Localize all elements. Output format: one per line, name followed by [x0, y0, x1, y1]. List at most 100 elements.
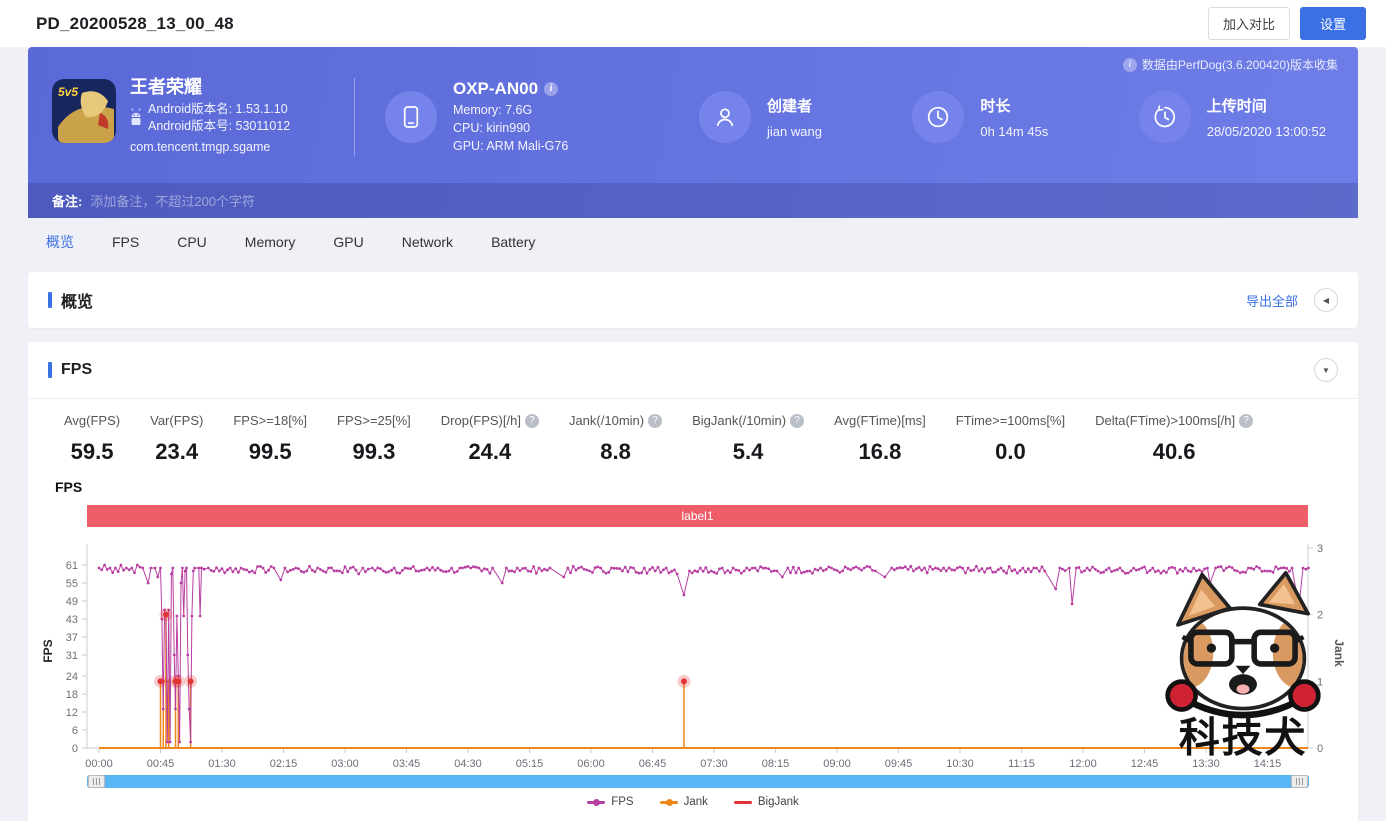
help-icon[interactable]: ? [524, 413, 539, 428]
svg-text:00:45: 00:45 [147, 758, 175, 770]
svg-text:12: 12 [66, 707, 78, 719]
tab-Network[interactable]: Network [401, 234, 454, 250]
svg-text:FPS: FPS [41, 639, 55, 662]
svg-text:43: 43 [66, 614, 78, 626]
stat-FPS>=18[%]: FPS>=18[%] 99.5 [233, 413, 307, 465]
stat-FPS>=25[%]: FPS>=25[%] 99.3 [337, 413, 411, 465]
scrollbar-handle-left[interactable] [88, 775, 105, 788]
help-icon[interactable]: ? [1239, 413, 1254, 428]
stat-value: 24.4 [468, 439, 512, 464]
svg-text:00:00: 00:00 [85, 758, 113, 770]
svg-text:37: 37 [66, 632, 78, 644]
settings-button[interactable]: 设置 [1299, 7, 1366, 40]
svg-text:09:00: 09:00 [823, 758, 851, 770]
tab-Memory[interactable]: Memory [244, 234, 296, 250]
svg-text:04:30: 04:30 [454, 758, 482, 770]
scrollbar-handle-right[interactable] [1291, 775, 1308, 788]
stat-label: Drop(FPS)[/h]? [441, 413, 539, 428]
device-info-icon[interactable]: i [544, 81, 559, 96]
svg-text:10:30: 10:30 [946, 758, 974, 770]
upload-time-block: 上传时间 28/05/2020 13:00:52 [1138, 91, 1326, 143]
help-icon[interactable]: ? [648, 413, 663, 428]
fps-section: FPS ▼ Avg(FPS) 59.5 Var(FPS) 23.4 FPS>=18[%]… [28, 342, 1358, 821]
svg-text:01:30: 01:30 [208, 758, 236, 770]
svg-text:31: 31 [66, 650, 78, 662]
svg-text:1: 1 [1317, 676, 1323, 688]
stat-value: 99.5 [248, 439, 292, 464]
overview-section: 概览 导出全部 ◀ [28, 272, 1358, 328]
svg-text:0: 0 [72, 743, 78, 755]
stat-Avg(FPS): Avg(FPS) 59.5 [64, 413, 120, 465]
svg-text:13:30: 13:30 [1192, 758, 1220, 770]
svg-text:12:00: 12:00 [1069, 758, 1097, 770]
phone-icon [385, 91, 437, 143]
watermark-dog: 科技犬 [1165, 570, 1321, 760]
chart-legend: FPS Jank BigJank [28, 796, 1358, 808]
chart-title: FPS [55, 479, 83, 495]
svg-text:6: 6 [72, 725, 78, 737]
app-icon: 5v5 [52, 78, 116, 143]
remark-placeholder: 添加备注，不超过200个字符 [90, 194, 256, 209]
stat-BigJank(/10min): BigJank(/10min)? 5.4 [692, 413, 805, 465]
svg-text:08:15: 08:15 [762, 758, 790, 770]
divider [28, 398, 1358, 399]
stat-Var(FPS): Var(FPS) 23.4 [150, 413, 203, 465]
legend-item-fps[interactable]: FPS [587, 796, 634, 808]
watermark-text: 科技犬 [1179, 714, 1307, 760]
svg-text:03:45: 03:45 [393, 758, 421, 770]
app-info-block: 5v5 王者荣耀 Android版本名: 1.53.1.10 Android版本… [52, 78, 354, 156]
duration-label: 时长 [980, 98, 1011, 115]
legend-item-bigjank[interactable]: BigJank [733, 796, 799, 808]
stat-label: FPS>=18[%] [233, 413, 308, 428]
tab-Battery[interactable]: Battery [491, 234, 536, 250]
stat-value: 40.6 [1152, 439, 1196, 464]
creator-block: 创建者 jian wang [699, 91, 822, 143]
page-title: PD_20200528_13_00_48 [36, 13, 234, 33]
svg-text:11:15: 11:15 [1008, 758, 1035, 770]
app-version-code: Android版本号: 53011012 [148, 118, 291, 133]
svg-text:Jank: Jank [1332, 639, 1346, 667]
app-package: com.tencent.tmgp.sgame [130, 139, 271, 154]
svg-text:03:00: 03:00 [331, 758, 359, 770]
svg-text:5v5: 5v5 [58, 85, 78, 99]
svg-text:18: 18 [66, 689, 78, 701]
stat-label: Delta(FTime)>100ms[/h]? [1095, 413, 1254, 428]
stat-value: 16.8 [858, 439, 902, 464]
svg-text:label1: label1 [681, 509, 713, 523]
clock-icon [912, 91, 965, 143]
info-icon: i [1122, 57, 1137, 72]
overview-title: 概览 [48, 288, 93, 312]
tab-概览[interactable]: 概览 [46, 234, 74, 250]
upload-time-label: 上传时间 [1206, 98, 1267, 115]
tab-CPU[interactable]: CPU [177, 234, 207, 250]
chart-scrollbar-track[interactable] [87, 775, 1309, 788]
tab-FPS[interactable]: FPS [112, 234, 140, 250]
stat-label: FTime>=100ms[%] [955, 413, 1066, 428]
svg-text:02:15: 02:15 [270, 758, 298, 770]
tab-GPU[interactable]: GPU [333, 234, 364, 250]
svg-text:49: 49 [66, 596, 78, 608]
stat-label: FPS>=25[%] [337, 413, 411, 428]
device-model: OXP-AN00 [453, 78, 539, 98]
stat-label: Var(FPS) [150, 413, 204, 428]
collapse-left-button[interactable]: ◀ [1314, 288, 1338, 312]
remark-input[interactable]: 备注: 添加备注，不超过200个字符 [28, 183, 1358, 218]
stat-FTime>=100ms[%]: FTime>=100ms[%] 0.0 [956, 413, 1065, 465]
export-all-link[interactable]: 导出全部 [1245, 293, 1298, 309]
fps-stats-row: Avg(FPS) 59.5 Var(FPS) 23.4 FPS>=18[%] 99.5 FP… [28, 399, 1358, 465]
add-compare-button[interactable]: 加入对比 [1207, 7, 1290, 40]
fps-title: FPS [48, 361, 92, 379]
stat-label: Avg(FTime)[ms] [834, 413, 926, 428]
legend-item-jank[interactable]: Jank [659, 796, 708, 808]
help-icon[interactable]: ? [790, 413, 805, 428]
stat-value: 0.0 [995, 439, 1026, 464]
device-gpu: GPU: ARM Mali-G76 [453, 138, 569, 153]
stat-label: Avg(FPS) [64, 413, 121, 428]
report-header-banner: i 数据由PerfDog(3.6.200420)版本收集 5v5 王者荣耀 [28, 47, 1358, 218]
collapse-down-button[interactable]: ▼ [1314, 358, 1338, 382]
collected-by-note: i 数据由PerfDog(3.6.200420)版本收集 [1122, 56, 1338, 73]
history-clock-icon [1138, 91, 1191, 143]
device-cpu: CPU: kirin990 [453, 120, 531, 135]
svg-text:06:00: 06:00 [577, 758, 605, 770]
